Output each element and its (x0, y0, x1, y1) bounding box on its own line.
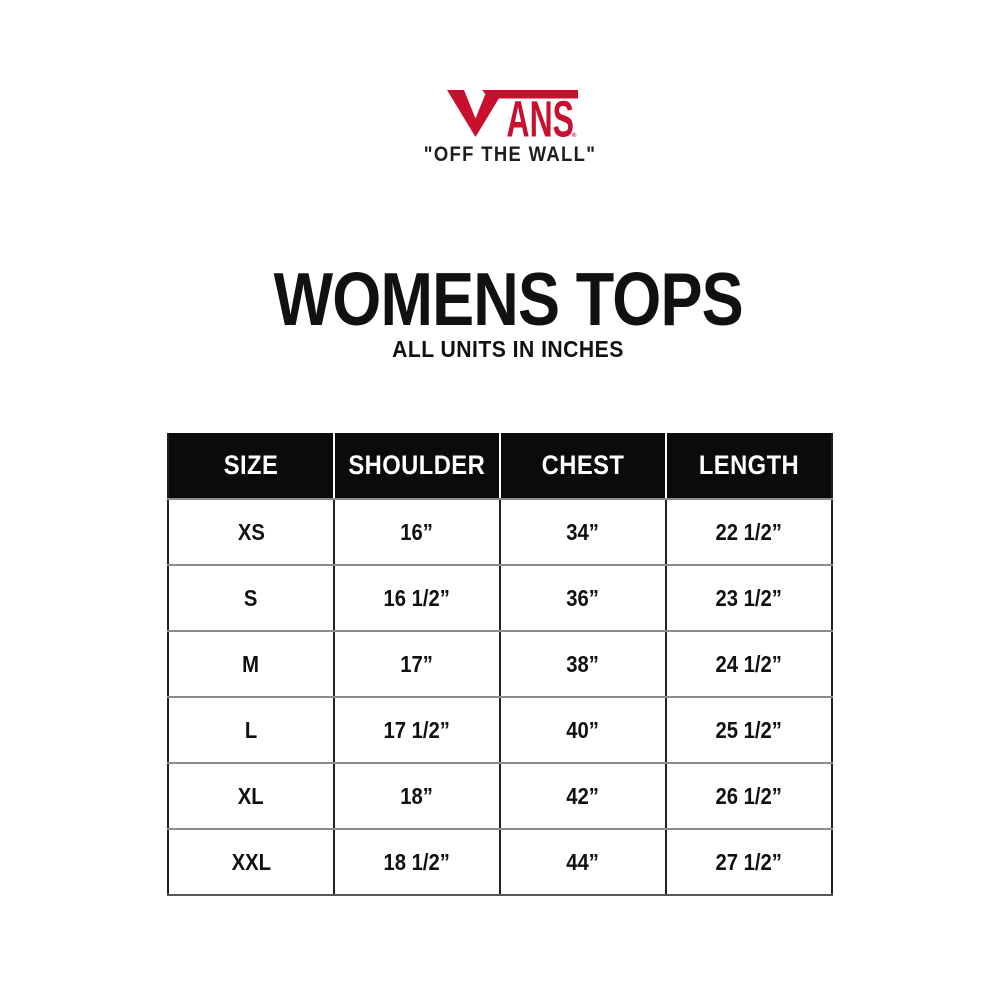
measurement-cell: 24 1/2” (665, 631, 832, 698)
size-cell: XL (168, 763, 334, 830)
table-row-m: M 17” 38” 24 1/2” (168, 631, 832, 698)
measurement-cell: 40” (499, 697, 666, 764)
size-cell: XS (168, 499, 334, 566)
size-table: SIZE SHOULDER CHEST LENGTH XS 16” 34” 22… (167, 433, 833, 896)
measurement-cell: 17” (333, 631, 500, 698)
measurement-cell: 17 1/2” (333, 697, 500, 764)
measurement-cell: 34” (499, 499, 666, 566)
size-cell: XXL (168, 829, 334, 896)
size-table-body: XS 16” 34” 22 1/2” S 16 1/2” 36” 23 1/2”… (168, 499, 832, 896)
brand-tagline-text: "OFF THE WALL" (423, 143, 597, 166)
page-subtitle: ALL UNITS IN INCHES (0, 336, 1000, 363)
size-table-header: SIZE SHOULDER CHEST LENGTH (168, 433, 832, 500)
page-title: WOMENS TOPS (0, 262, 1000, 337)
column-header-chest: CHEST (499, 433, 666, 500)
vans-logo-flag-shape (482, 90, 578, 99)
table-row-xs: XS 16” 34” 22 1/2” (168, 499, 832, 566)
registered-trademark-mark: ® (572, 132, 577, 137)
table-row-l: L 17 1/2” 40” 25 1/2” (168, 697, 832, 764)
measurement-cell: 44” (499, 829, 666, 896)
measurement-cell: 16” (333, 499, 500, 566)
page-subtitle-text: ALL UNITS IN INCHES (392, 336, 624, 362)
size-cell: L (168, 697, 334, 764)
header-row: SIZE SHOULDER CHEST LENGTH (168, 433, 832, 500)
table-row-s: S 16 1/2” 36” 23 1/2” (168, 565, 832, 632)
measurement-cell: 42” (499, 763, 666, 830)
measurement-cell: 18” (333, 763, 500, 830)
column-header-length: LENGTH (665, 433, 832, 500)
table-row-xl: XL 18” 42” 26 1/2” (168, 763, 832, 830)
measurement-cell: 23 1/2” (665, 565, 832, 632)
measurement-cell: 16 1/2” (333, 565, 500, 632)
measurement-cell: 26 1/2” (665, 763, 832, 830)
vans-logo: ANS ® (447, 90, 578, 137)
vans-logo-ans-text: ANS (507, 91, 575, 138)
measurement-cell: 27 1/2” (665, 829, 832, 896)
measurement-cell: 36” (499, 565, 666, 632)
table-row-xxl: XXL 18 1/2” 44” 27 1/2” (168, 829, 832, 896)
measurement-cell: 25 1/2” (665, 697, 832, 764)
measurement-cell: 22 1/2” (665, 499, 832, 566)
page-title-text: WOMENS TOPS (273, 257, 743, 341)
size-cell: M (168, 631, 334, 698)
vans-logo-v-shape (447, 90, 504, 137)
size-cell: S (168, 565, 334, 632)
measurement-cell: 38” (499, 631, 666, 698)
measurement-cell: 18 1/2” (333, 829, 500, 896)
column-header-size: SIZE (168, 433, 334, 500)
brand-tagline: "OFF THE WALL" (0, 143, 1000, 167)
column-header-shoulder: SHOULDER (333, 433, 500, 500)
